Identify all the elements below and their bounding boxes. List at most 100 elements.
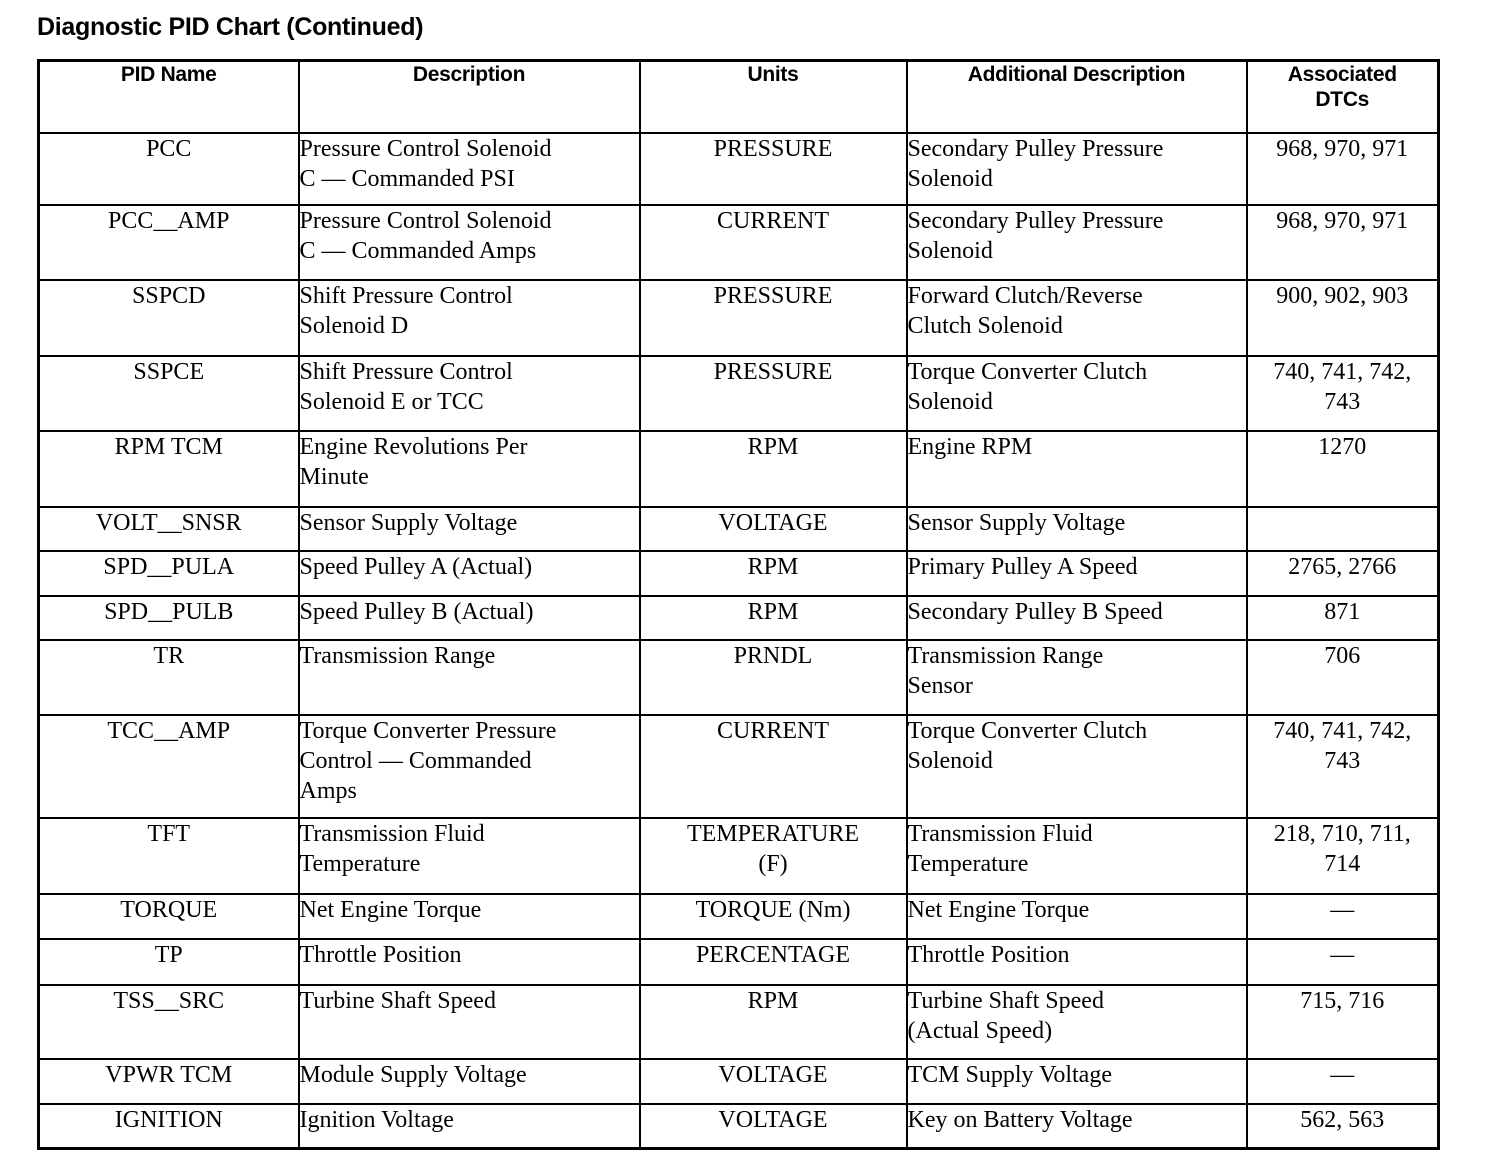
table-row: IGNITION Ignition Voltage VOLTAGE Key on Ba… xyxy=(37,1102,1440,1150)
cell-additional-description: Secondary Pulley Pressure Solenoid xyxy=(905,203,1248,281)
cell-pid-name: SSPCD xyxy=(37,278,300,357)
column-header-units: Units xyxy=(638,59,908,134)
cell-pid-name-text: TORQUE xyxy=(120,896,218,923)
cell-units-text: PRESSURE xyxy=(713,282,833,309)
cell-additional-description-text: Net Engine Torque xyxy=(907,896,1090,923)
cell-pid-name: TP xyxy=(37,937,300,986)
cell-pid-name-text: PCC xyxy=(146,135,192,162)
cell-associated-dtcs: — xyxy=(1245,937,1440,986)
cell-associated-dtcs-text: — xyxy=(1330,1061,1355,1088)
cell-description: Sensor Supply Voltage xyxy=(297,505,641,552)
cell-additional-description: Transmission Fluid Temperature xyxy=(905,816,1248,895)
table-row: PCC__AMP Pressure Control Solenoid C — Co… xyxy=(37,203,1440,281)
cell-description: Shift Pressure Control Solenoid D xyxy=(297,278,641,357)
cell-additional-description-text: Transmission Fluid Temperature xyxy=(907,820,1093,877)
cell-description-text: Net Engine Torque xyxy=(299,896,482,923)
cell-units: CURRENT xyxy=(638,713,908,819)
cell-additional-description-text: Secondary Pulley Pressure Solenoid xyxy=(907,135,1164,192)
cell-associated-dtcs-text: 2765, 2766 xyxy=(1288,553,1397,580)
cell-associated-dtcs-text: 715, 716 xyxy=(1300,987,1385,1014)
cell-associated-dtcs-text: — xyxy=(1330,896,1355,923)
cell-pid-name: SSPCE xyxy=(37,354,300,432)
cell-additional-description: Turbine Shaft Speed (Actual Speed) xyxy=(905,983,1248,1060)
cell-additional-description: Secondary Pulley Pressure Solenoid xyxy=(905,131,1248,206)
cell-additional-description: Throttle Position xyxy=(905,937,1248,986)
cell-units-text: TORQUE (Nm) xyxy=(695,896,851,923)
cell-associated-dtcs: 900, 902, 903 xyxy=(1245,278,1440,357)
cell-description-text: Torque Converter Pressure Control — Comm… xyxy=(299,717,557,804)
cell-associated-dtcs-text: 562, 563 xyxy=(1300,1106,1385,1133)
cell-associated-dtcs: 968, 970, 971 xyxy=(1245,203,1440,281)
cell-associated-dtcs-text: — xyxy=(1330,941,1355,968)
cell-additional-description: Torque Converter Clutch Solenoid xyxy=(905,713,1248,819)
cell-associated-dtcs: 562, 563 xyxy=(1245,1102,1440,1150)
cell-description-text: Transmission Range xyxy=(299,642,496,669)
cell-associated-dtcs: — xyxy=(1245,892,1440,940)
cell-additional-description-text: Primary Pulley A Speed xyxy=(907,553,1138,580)
cell-units-text: RPM xyxy=(747,553,799,580)
cell-pid-name: TORQUE xyxy=(37,892,300,940)
cell-units-text: RPM xyxy=(747,598,799,625)
cell-units-text: RPM xyxy=(747,987,799,1014)
cell-pid-name-text: TP xyxy=(154,941,183,968)
cell-units: PRESSURE xyxy=(638,354,908,432)
cell-description-text: Transmission Fluid Temperature xyxy=(299,820,485,877)
cell-units: VOLTAGE xyxy=(638,1057,908,1105)
table-row: TCC__AMP Torque Converter Pressure Contro… xyxy=(37,713,1440,819)
cell-units-text: CURRENT xyxy=(716,717,829,744)
cell-pid-name-text: PCC__AMP xyxy=(108,207,230,234)
cell-additional-description: Primary Pulley A Speed xyxy=(905,549,1248,597)
cell-description: Pressure Control Solenoid C — Commanded … xyxy=(297,131,641,206)
cell-associated-dtcs-text: 900, 902, 903 xyxy=(1276,282,1409,309)
cell-units-text: VOLTAGE xyxy=(718,1061,828,1088)
cell-associated-dtcs: 871 xyxy=(1245,594,1440,641)
cell-additional-description: Transmission Range Sensor xyxy=(905,638,1248,716)
cell-pid-name-text: TR xyxy=(153,642,185,669)
table-row: VOLT__SNSR Sensor Supply Voltage VOLTAGE Se… xyxy=(37,505,1440,552)
cell-description-text: Ignition Voltage xyxy=(299,1106,454,1133)
table-row: TP Throttle Position PERCENTAGE Throttle Po… xyxy=(37,937,1440,986)
cell-units: CURRENT xyxy=(638,203,908,281)
table-row: TSS__SRC Turbine Shaft Speed RPM Turbine Sh… xyxy=(37,983,1440,1060)
cell-pid-name: RPM TCM xyxy=(37,429,300,508)
cell-associated-dtcs-text: 968, 970, 971 xyxy=(1276,135,1409,162)
cell-pid-name-text: SPD__PULA xyxy=(103,553,235,580)
cell-pid-name: SPD__PULA xyxy=(37,549,300,597)
cell-pid-name-text: TCC__AMP xyxy=(107,717,231,744)
cell-units: VOLTAGE xyxy=(638,1102,908,1150)
cell-associated-dtcs: 740, 741, 742, 743 xyxy=(1245,354,1440,432)
cell-units-text: TEMPERATURE (F) xyxy=(686,820,859,877)
cell-additional-description-text: Forward Clutch/Reverse Clutch Solenoid xyxy=(907,282,1143,339)
cell-units: TORQUE (Nm) xyxy=(638,892,908,940)
cell-description-text: Pressure Control Solenoid C — Commanded … xyxy=(299,135,552,192)
cell-description-text: Shift Pressure Control Solenoid E or TCC xyxy=(299,358,513,415)
column-header-associated-dtcs: Associated DTCs xyxy=(1245,59,1440,134)
table-row: VPWR TCM Module Supply Voltage VOLTAGE TCM … xyxy=(37,1057,1440,1105)
cell-additional-description-text: Secondary Pulley Pressure Solenoid xyxy=(907,207,1164,264)
cell-pid-name: IGNITION xyxy=(37,1102,300,1150)
cell-additional-description: Key on Battery Voltage xyxy=(905,1102,1248,1150)
cell-associated-dtcs: 715, 716 xyxy=(1245,983,1440,1060)
cell-pid-name-text: TFT xyxy=(147,820,191,847)
cell-description-text: Pressure Control Solenoid C — Commanded … xyxy=(299,207,552,264)
cell-additional-description-text: Engine RPM xyxy=(907,433,1033,460)
cell-additional-description-text: Torque Converter Clutch Solenoid xyxy=(907,358,1148,415)
table-header: PID Name Description Units Additional De… xyxy=(37,59,1440,134)
cell-pid-name-text: SPD__PULB xyxy=(104,598,234,625)
cell-units-text: VOLTAGE xyxy=(718,509,828,536)
cell-units: PRNDL xyxy=(638,638,908,716)
cell-associated-dtcs: 2765, 2766 xyxy=(1245,549,1440,597)
cell-description-text: Turbine Shaft Speed xyxy=(299,987,496,1014)
cell-pid-name-text: SSPCD xyxy=(132,282,206,309)
cell-units: RPM xyxy=(638,594,908,641)
cell-units-text: PRNDL xyxy=(733,642,813,669)
cell-associated-dtcs-text: 1270 xyxy=(1318,433,1367,460)
table-row: SPD__PULA Speed Pulley A (Actual) RPM Prima… xyxy=(37,549,1440,597)
cell-units: RPM xyxy=(638,549,908,597)
cell-units: RPM xyxy=(638,429,908,508)
table-row: SSPCE Shift Pressure Control Solenoid E o… xyxy=(37,354,1440,432)
cell-description-text: Engine Revolutions Per Minute xyxy=(299,433,528,490)
cell-associated-dtcs: 218, 710, 711, 714 xyxy=(1245,816,1440,895)
page-title: Diagnostic PID Chart (Continued) xyxy=(37,13,424,41)
cell-additional-description-text: Turbine Shaft Speed (Actual Speed) xyxy=(907,987,1104,1044)
